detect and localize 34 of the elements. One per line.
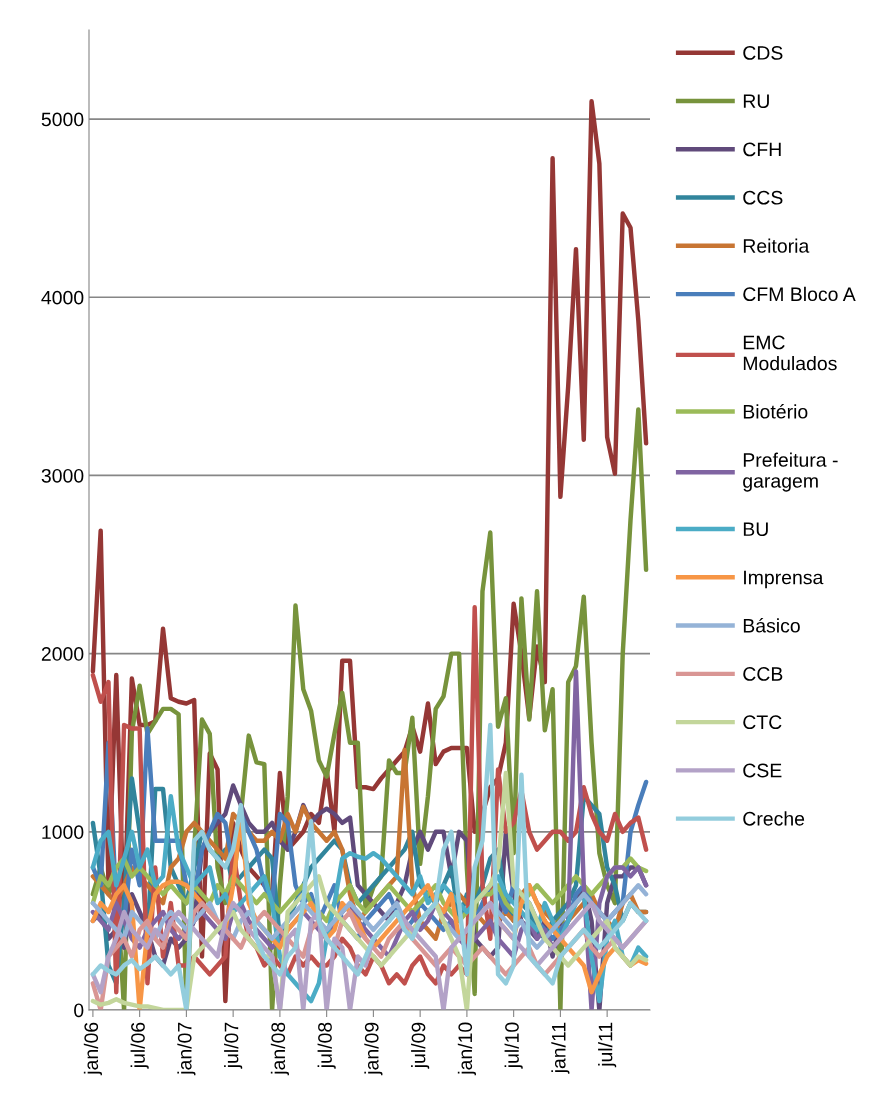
legend-label: CCB [743, 667, 783, 681]
legend-label: CSE [743, 763, 782, 778]
y-tick-label: 5000 [41, 112, 84, 127]
legend-label: EMC Modulados [743, 335, 837, 371]
y-tick-label: 1000 [42, 825, 84, 840]
legend-label: Biotério [743, 404, 808, 419]
y-tick-label: 2000 [41, 647, 84, 661]
legend-label: CTC [743, 715, 782, 730]
y-tick-label: 4000 [41, 290, 84, 305]
x-tick-label: jul/08 [317, 1022, 336, 1069]
legend-label: CFH [743, 142, 781, 157]
x-tick-label: jul/09 [411, 1022, 430, 1069]
legend-label: Reitoria [743, 238, 810, 253]
legend-label: CDS [743, 46, 783, 60]
x-tick-label: jan/09 [364, 1022, 383, 1076]
x-tick-label: jan/08 [270, 1022, 289, 1076]
legend-label: Creche [743, 811, 805, 826]
legend-label: Prefeitura - garagem [743, 452, 838, 492]
legend-label: Imprensa [744, 570, 824, 589]
x-tick-label: jul/07 [224, 1022, 243, 1069]
x-tick-label: jul/10 [504, 1022, 523, 1069]
x-tick-label: jul/06 [130, 1022, 149, 1069]
x-tick-label: jan/11 [551, 1022, 570, 1074]
legend-label: Básico [743, 618, 800, 633]
x-tick-label: jul/11 [598, 1022, 617, 1068]
x-tick-label: jan/06 [83, 1022, 102, 1076]
legend-label: CCS [743, 190, 783, 205]
x-tick-label: jan/07 [177, 1022, 196, 1076]
legend-label: CFM Bloco A [743, 286, 856, 302]
x-tick-label: jan/10 [457, 1022, 476, 1076]
legend-label: BU [743, 522, 768, 537]
legend-label: RU [743, 94, 769, 109]
y-tick-label: 0 [74, 1003, 84, 1018]
y-tick-label: 3000 [41, 468, 84, 483]
